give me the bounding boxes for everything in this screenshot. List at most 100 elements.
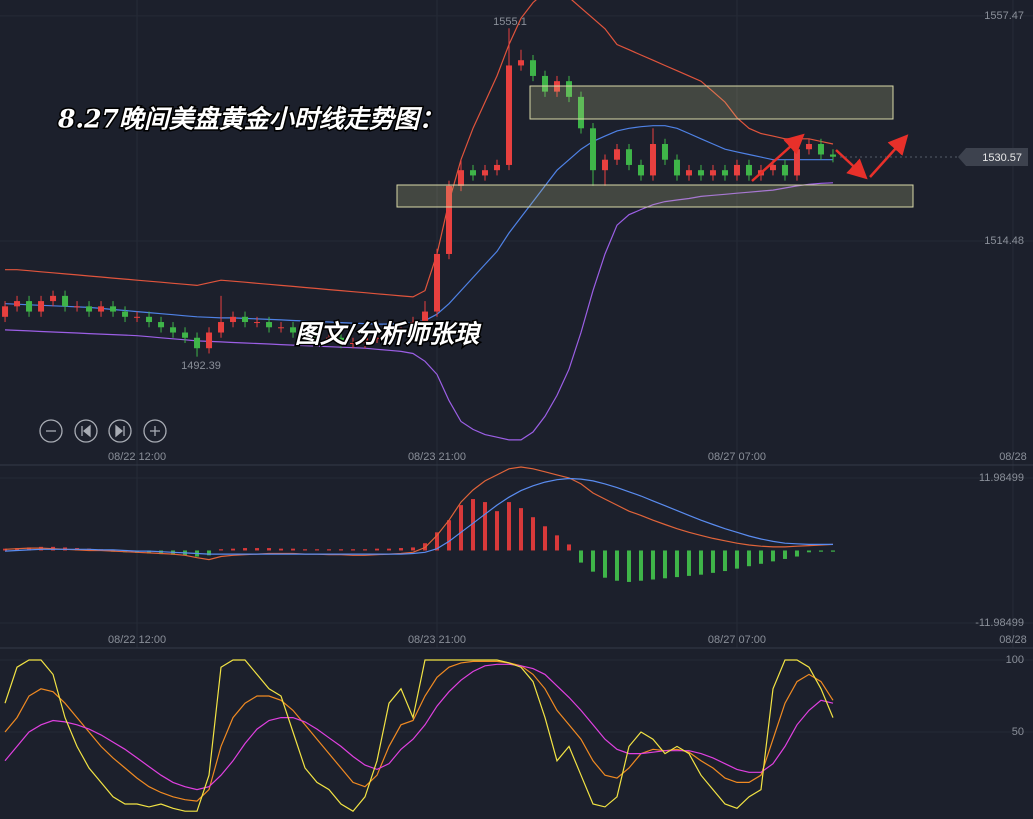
- x-tick-label: 08/28: [999, 451, 1027, 463]
- macd-bar: [339, 549, 344, 551]
- candle-body: [158, 322, 165, 328]
- series-line: [5, 0, 834, 298]
- macd-bar: [614, 550, 619, 581]
- macd-panel: [0, 465, 1033, 648]
- macd-bar: [590, 550, 595, 572]
- zoom-out[interactable]: [39, 419, 63, 443]
- x-tick-label: 08/27 07:00: [708, 451, 766, 463]
- series-line: [4, 125, 833, 325]
- candle-body: [302, 332, 309, 334]
- candle-body: [781, 164, 788, 176]
- macd-bar: [686, 550, 691, 576]
- candle-body: [26, 301, 33, 312]
- y-tick-label: 50: [1012, 726, 1024, 738]
- low-label: 1492.39: [181, 360, 221, 372]
- candle-body: [338, 337, 345, 343]
- macd-bar: [27, 547, 32, 551]
- x-tick-label: 08/22 12:00: [108, 634, 166, 646]
- y-tick-label: -11.98499: [975, 617, 1024, 629]
- macd-bar: [303, 549, 308, 551]
- macd-bar: [447, 520, 452, 551]
- macd-bar: [279, 548, 284, 551]
- macd-bar: [375, 548, 380, 551]
- macd-bar: [566, 544, 571, 551]
- candle-body: [218, 322, 225, 333]
- macd-bar: [758, 550, 763, 564]
- chart-title: 8.27晚间美盘黄金小时线走势图：: [57, 105, 444, 134]
- y-tick-label: 11.98499: [979, 472, 1024, 484]
- candle-body: [182, 332, 189, 338]
- candle-body: [733, 164, 740, 176]
- candle-body: [613, 149, 620, 160]
- series-line: [4, 182, 834, 441]
- candle-body: [146, 316, 153, 323]
- candle-body: [110, 306, 117, 312]
- macd-bar: [722, 550, 727, 572]
- zoom-in[interactable]: [143, 419, 167, 443]
- author: 图文/分析师张琅: [295, 320, 482, 349]
- candle-body: [434, 253, 441, 312]
- x-tick-label: 08/23 21:00: [408, 634, 466, 646]
- candle-body: [398, 332, 405, 334]
- candle-body: [422, 311, 429, 323]
- macd-bar: [255, 548, 260, 551]
- candle-body: [458, 170, 465, 186]
- candle-body: [194, 337, 201, 349]
- macd-bar: [363, 549, 368, 551]
- macd-bar: [387, 548, 392, 551]
- candle-body: [829, 154, 836, 157]
- macd-bar: [231, 548, 236, 551]
- candle-body: [170, 327, 177, 333]
- scroll-start[interactable]: [74, 419, 98, 443]
- series-line: [4, 466, 834, 561]
- scroll-end[interactable]: [108, 419, 132, 443]
- x-tick-label: 08/28: [999, 634, 1027, 646]
- macd-bar: [554, 535, 559, 551]
- y-tick-label: 100: [1006, 654, 1024, 666]
- last-price: 1530.57: [982, 152, 1022, 164]
- macd-bar: [351, 549, 356, 551]
- macd-bar: [734, 550, 739, 569]
- macd-bar: [495, 511, 500, 551]
- candle-body: [517, 60, 524, 66]
- macd-bar: [471, 499, 476, 551]
- macd-bar: [746, 550, 751, 567]
- candle-body: [565, 81, 572, 97]
- candle-body: [661, 144, 668, 160]
- candle-body: [122, 311, 129, 317]
- candle-body: [625, 149, 632, 165]
- macd-bar: [806, 550, 811, 553]
- candle-body: [50, 295, 57, 302]
- candle-body: [62, 295, 69, 307]
- macd-bar: [782, 550, 787, 559]
- macd-bar: [674, 550, 679, 578]
- kdj-panel: [0, 659, 1033, 812]
- macd-bar: [267, 548, 272, 551]
- candle-body: [374, 337, 381, 339]
- candle-body: [446, 185, 453, 254]
- series-line: [4, 659, 834, 812]
- candle-body: [769, 164, 776, 171]
- macd-bar: [435, 532, 440, 551]
- x-tick-label: 08/27 07:00: [708, 634, 766, 646]
- last-price-box: [958, 148, 1028, 166]
- candle-body: [134, 316, 141, 318]
- zoom-controls[interactable]: [39, 419, 167, 443]
- x-tick-label: 08/22 12:00: [108, 451, 166, 463]
- high-label: 1555.1: [493, 16, 527, 28]
- candle-body: [386, 332, 393, 338]
- candle-body: [326, 337, 333, 339]
- candle-body: [673, 159, 680, 176]
- x-tick-label: 08/23 21:00: [408, 451, 466, 463]
- candle-body: [541, 75, 548, 92]
- forecast-arrows: [751, 133, 909, 182]
- macd-bar: [147, 550, 152, 554]
- macd-bar: [530, 517, 535, 551]
- candle-body: [649, 144, 656, 176]
- macd-bar: [243, 548, 248, 551]
- candle-body: [206, 332, 213, 349]
- macd-bar: [291, 548, 296, 551]
- resistance-zone: [529, 85, 894, 120]
- macd-bar: [207, 550, 212, 556]
